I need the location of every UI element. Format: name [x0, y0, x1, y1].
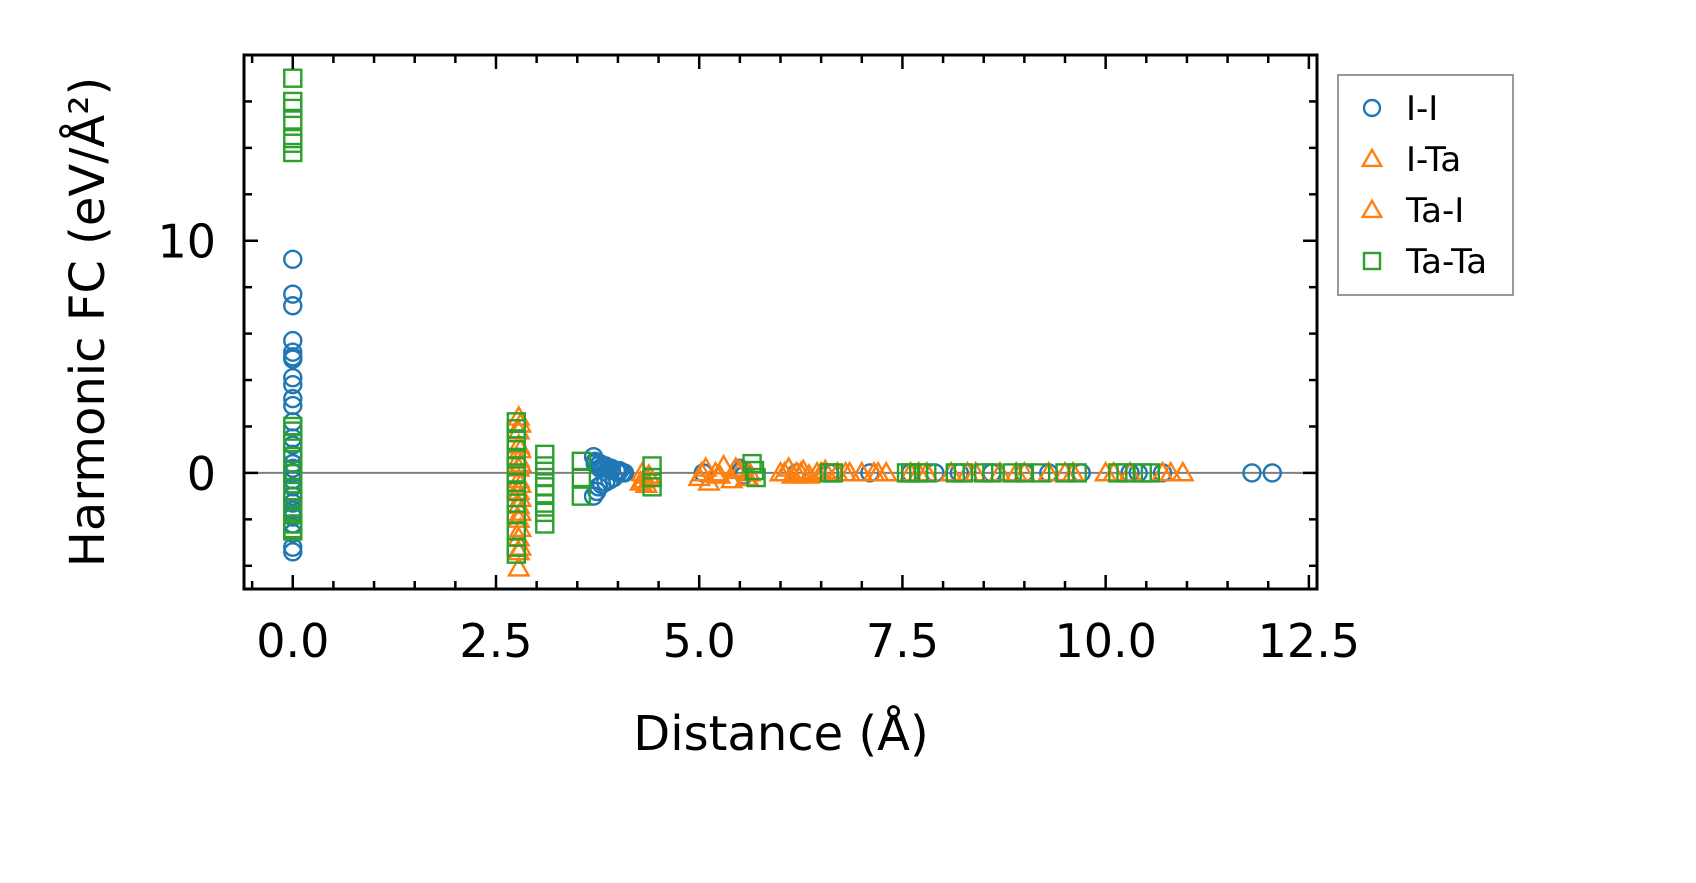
- x-tick-label: 0.0: [256, 614, 329, 668]
- y-tick-label: 0: [187, 447, 216, 501]
- data-point: [1030, 463, 1051, 483]
- legend-frame: [1337, 74, 1514, 296]
- data-point: [1158, 460, 1183, 482]
- data-point: [571, 467, 592, 488]
- data-point: [535, 456, 555, 476]
- legend-label: Ta-Ta: [1405, 242, 1487, 282]
- data-point: [283, 388, 303, 409]
- data-point: [1140, 463, 1161, 483]
- data-point: [535, 502, 555, 523]
- data-point: [506, 419, 527, 439]
- data-point: [283, 521, 303, 541]
- data-point: [982, 463, 1002, 483]
- data-point: [742, 453, 762, 474]
- data-point: [744, 460, 765, 481]
- data-point: [283, 296, 303, 316]
- data-point: [283, 542, 303, 562]
- data-point: [506, 493, 527, 513]
- data-point: [642, 456, 662, 476]
- data-point: [535, 514, 555, 534]
- x-tick-labels: 0.0 2.5 5.0 7.5 10.0 12.5: [256, 614, 1360, 668]
- data-point: [628, 470, 653, 491]
- data-point: [506, 544, 527, 564]
- data-point: [1055, 463, 1075, 483]
- data-point: [283, 433, 303, 453]
- data-point: [283, 142, 303, 163]
- data-point: [535, 444, 555, 465]
- legend-label: I-Ta: [1406, 140, 1461, 180]
- data-point: [283, 374, 303, 395]
- data-point: [823, 463, 844, 483]
- series-i-i: [283, 249, 1282, 562]
- data-point: [1171, 460, 1195, 482]
- data-point: [707, 463, 732, 484]
- data-point: [693, 456, 718, 477]
- legend: I-I I-Ta Ta-I Ta-Ta: [1337, 74, 1514, 296]
- data-point: [283, 368, 303, 388]
- data-point: [1067, 463, 1087, 483]
- x-tick-label: 2.5: [459, 614, 532, 668]
- legend-items: I-I I-Ta Ta-I Ta-Ta: [1360, 89, 1487, 282]
- series-i-ta: [506, 404, 1195, 577]
- data-point: [642, 477, 662, 497]
- data-point: [953, 463, 974, 483]
- x-axis-label: Distance (Å): [633, 705, 928, 762]
- x-tick-label: 5.0: [663, 614, 736, 668]
- data-point: [506, 555, 531, 577]
- data-point: [283, 349, 303, 369]
- data-point: [283, 284, 303, 304]
- data-point: [917, 463, 937, 483]
- y-tick-labels: 0 10: [157, 215, 216, 501]
- data-point: [571, 486, 592, 506]
- data-point: [1262, 463, 1282, 483]
- data-point: [746, 467, 766, 488]
- legend-marker: [1362, 251, 1382, 271]
- y-axis-label: Harmonic FC (eV/Å²): [59, 77, 116, 567]
- data-point: [283, 421, 303, 441]
- data-point: [1242, 463, 1262, 483]
- axis-ticks: [244, 53, 1317, 589]
- data-point: [614, 463, 635, 483]
- data-point: [1002, 463, 1022, 483]
- legend-label: Ta-I: [1405, 191, 1464, 231]
- y-tick-label: 10: [157, 215, 216, 269]
- legend-marker: [1360, 198, 1384, 219]
- data-point: [283, 470, 303, 490]
- data-point: [283, 91, 303, 112]
- data-point: [703, 460, 728, 482]
- x-tick-label: 12.5: [1258, 614, 1360, 668]
- data-point: [849, 460, 874, 482]
- legend-marker: [1360, 147, 1384, 168]
- legend-marker: [1362, 98, 1382, 118]
- data-point: [283, 110, 303, 130]
- legend-label: I-I: [1406, 89, 1438, 129]
- x-tick-label: 10.0: [1054, 614, 1156, 668]
- series-ta-ta: [283, 68, 1161, 564]
- data-point: [866, 460, 890, 482]
- data-point: [689, 460, 714, 482]
- data-point: [283, 68, 303, 88]
- data-markers: [283, 68, 1282, 577]
- data-point: [788, 460, 813, 482]
- plot-frame: [242, 53, 1319, 591]
- x-tick-label: 7.5: [866, 614, 939, 668]
- data-point: [768, 460, 793, 482]
- data-point: [283, 446, 303, 467]
- data-point: [283, 98, 303, 119]
- data-point: [283, 249, 303, 270]
- data-point: [723, 456, 748, 477]
- data-point: [506, 481, 527, 502]
